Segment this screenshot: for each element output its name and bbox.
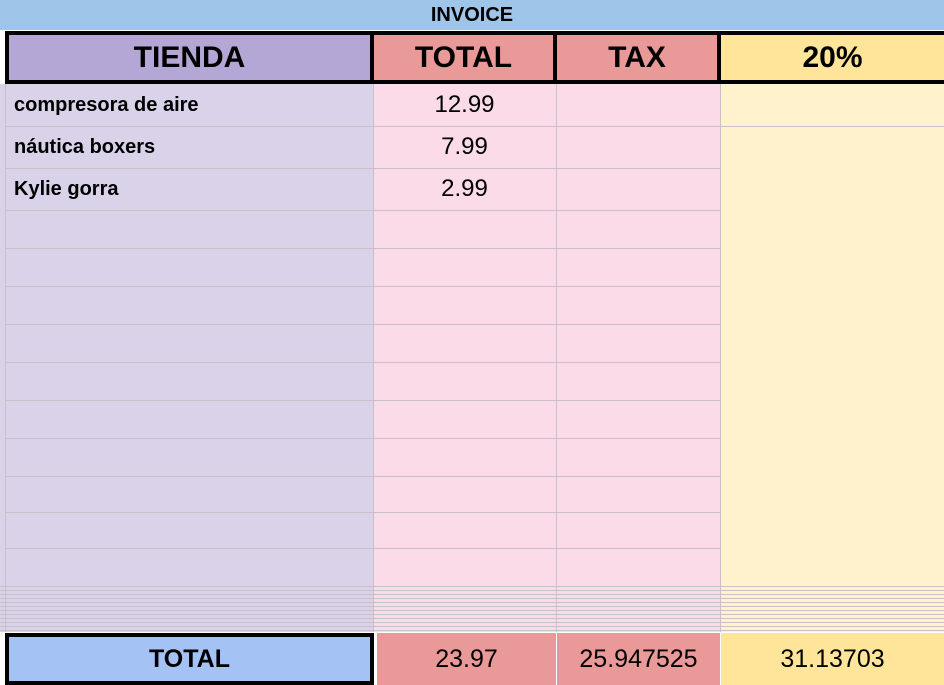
total-value[interactable]: 23.97 bbox=[377, 633, 556, 685]
row-line bbox=[5, 400, 720, 401]
total-tax[interactable]: 25.947525 bbox=[557, 633, 720, 685]
row-line bbox=[5, 248, 720, 249]
row-line bbox=[0, 626, 944, 627]
col-a-bg bbox=[0, 84, 373, 632]
item-name[interactable]: compresora de aire bbox=[14, 93, 199, 116]
item-total[interactable]: 12.99 bbox=[434, 91, 495, 118]
col-bc-bg bbox=[373, 84, 720, 632]
item-name[interactable]: náutica boxers bbox=[14, 135, 156, 158]
row-line bbox=[0, 622, 944, 623]
row-line bbox=[5, 324, 720, 325]
row-line bbox=[5, 438, 720, 439]
row-line bbox=[5, 286, 720, 287]
row-line bbox=[5, 476, 720, 477]
row-line bbox=[5, 168, 720, 169]
col-line bbox=[720, 84, 721, 632]
row-line bbox=[0, 614, 944, 615]
row-line bbox=[0, 594, 944, 595]
row-line bbox=[0, 610, 944, 611]
row-line bbox=[0, 606, 944, 607]
item-total[interactable]: 2.99 bbox=[441, 175, 488, 202]
header-cell[interactable]: TOTAL bbox=[374, 31, 557, 84]
total-percent[interactable]: 31.13703 bbox=[721, 633, 944, 685]
row-line bbox=[0, 590, 944, 591]
row-line bbox=[0, 586, 944, 587]
header-cell[interactable]: TIENDA bbox=[5, 31, 374, 84]
row-line bbox=[0, 598, 944, 599]
total-label[interactable]: TOTAL bbox=[5, 633, 374, 685]
row-line bbox=[0, 618, 944, 619]
row-line bbox=[0, 602, 944, 603]
row-line bbox=[5, 512, 720, 513]
row-line bbox=[5, 548, 720, 549]
col-line bbox=[5, 84, 6, 632]
header-cell[interactable]: 20% bbox=[721, 31, 944, 84]
row-line bbox=[5, 362, 720, 363]
col-line bbox=[556, 84, 557, 632]
col-d-bg bbox=[720, 84, 944, 632]
item-name[interactable]: Kylie gorra bbox=[14, 177, 119, 200]
header-cell[interactable]: TAX bbox=[557, 31, 721, 84]
row-line bbox=[0, 630, 944, 631]
row-line bbox=[5, 210, 720, 211]
invoice-title: INVOICE bbox=[0, 0, 944, 30]
row-line bbox=[5, 126, 944, 127]
col-line bbox=[373, 84, 374, 632]
item-total[interactable]: 7.99 bbox=[441, 133, 488, 160]
